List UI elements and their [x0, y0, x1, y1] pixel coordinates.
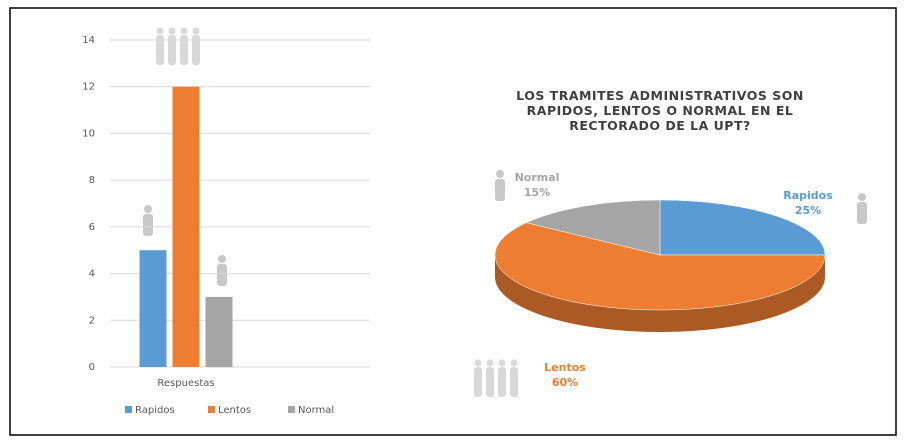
y-tick-label: 6 [89, 222, 95, 233]
legend-swatch [288, 406, 295, 413]
pie-side [495, 255, 825, 332]
x-tick-label: Respuestas [157, 378, 214, 389]
y-tick-label: 8 [89, 175, 95, 186]
pie-label-value: 60% [552, 376, 578, 389]
legend-label: Normal [298, 405, 334, 416]
bar [139, 250, 167, 367]
pie-label-name: Normal [515, 171, 560, 184]
person-icons [143, 27, 867, 397]
y-tick-label: 4 [89, 269, 95, 280]
pie-title: LOS TRAMITES ADMINISTRATIVOS SON RAPIDOS… [516, 88, 804, 133]
pie-label-name: Rapidos [783, 189, 833, 202]
bar [205, 296, 233, 367]
legend-label: Lentos [218, 405, 251, 416]
y-tick-label: 12 [82, 82, 95, 93]
pie-label-value: 15% [524, 186, 550, 199]
legend-swatch [125, 406, 132, 413]
y-tick-label: 2 [89, 315, 95, 326]
bar [172, 86, 200, 367]
pie-label-value: 25% [795, 204, 821, 217]
legend-label: Rapidos [135, 405, 175, 416]
y-tick-label: 14 [82, 35, 95, 46]
pie-label-name: Lentos [544, 361, 586, 374]
pie-slice [525, 199, 661, 256]
y-tick-label: 10 [82, 128, 95, 139]
pie-slice [494, 222, 826, 311]
pie-slice [659, 199, 826, 256]
y-tick-label: 0 [89, 362, 95, 373]
legend-swatch [208, 406, 215, 413]
